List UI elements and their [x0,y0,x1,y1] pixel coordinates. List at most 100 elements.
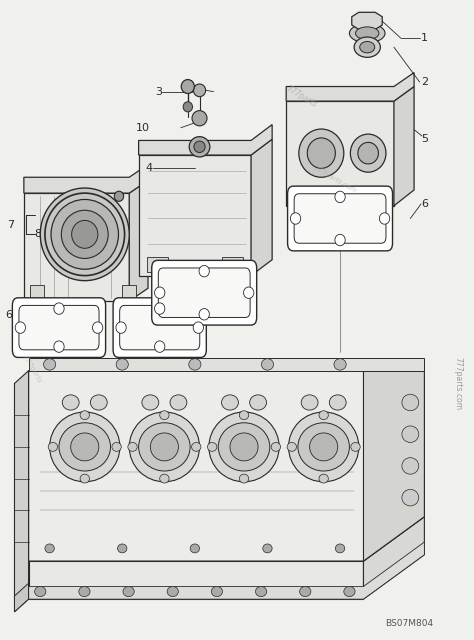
Polygon shape [251,139,272,276]
Polygon shape [364,516,424,599]
Ellipse shape [335,191,345,203]
Ellipse shape [287,442,297,451]
Text: 5: 5 [421,134,428,144]
Ellipse shape [129,412,200,482]
Ellipse shape [51,200,118,269]
Text: 1: 1 [421,33,428,44]
FancyBboxPatch shape [12,298,106,357]
Ellipse shape [155,303,165,314]
Polygon shape [28,561,364,599]
Ellipse shape [48,442,57,451]
Text: 777parts: 777parts [21,354,43,385]
Ellipse shape [50,412,120,482]
Ellipse shape [221,395,238,410]
Polygon shape [222,257,243,273]
Ellipse shape [183,102,192,112]
Ellipse shape [261,358,273,370]
Polygon shape [28,358,424,371]
Ellipse shape [160,411,169,420]
Ellipse shape [181,79,194,93]
Ellipse shape [360,42,375,53]
Text: 3: 3 [155,86,162,97]
Ellipse shape [291,212,301,224]
Ellipse shape [189,137,210,157]
Ellipse shape [54,303,64,314]
Polygon shape [30,285,44,298]
Ellipse shape [379,212,390,224]
Ellipse shape [335,234,345,246]
Ellipse shape [116,358,128,370]
Ellipse shape [402,458,419,474]
Text: 777parts: 777parts [284,84,318,109]
Polygon shape [394,86,414,206]
Ellipse shape [61,211,108,259]
Ellipse shape [44,358,56,370]
Ellipse shape [271,442,281,451]
Ellipse shape [128,442,137,451]
Polygon shape [28,542,424,599]
Ellipse shape [319,411,328,420]
FancyBboxPatch shape [119,305,200,350]
Ellipse shape [300,586,311,596]
Ellipse shape [142,395,159,410]
Polygon shape [138,125,272,155]
Text: 777parts.com: 777parts.com [454,357,463,410]
Ellipse shape [402,426,419,442]
Ellipse shape [250,395,266,410]
Polygon shape [24,164,148,193]
Ellipse shape [54,341,64,353]
Polygon shape [129,180,148,301]
Ellipse shape [150,433,178,461]
Ellipse shape [402,490,419,506]
Ellipse shape [402,394,419,411]
Ellipse shape [35,586,46,596]
Ellipse shape [329,395,346,410]
Polygon shape [364,371,424,561]
Text: 2: 2 [421,77,428,87]
Ellipse shape [40,188,129,281]
Ellipse shape [80,474,90,483]
Ellipse shape [167,586,178,596]
Ellipse shape [358,142,378,164]
Ellipse shape [118,544,127,553]
Ellipse shape [336,544,345,553]
Polygon shape [122,285,137,298]
Ellipse shape [190,544,200,553]
Ellipse shape [123,586,134,596]
Polygon shape [286,101,394,206]
Polygon shape [24,193,129,301]
Polygon shape [352,12,382,29]
FancyBboxPatch shape [288,186,392,251]
Ellipse shape [114,191,124,202]
Ellipse shape [59,423,110,471]
FancyBboxPatch shape [113,298,206,357]
Text: 9: 9 [61,204,68,214]
Ellipse shape [92,322,103,333]
Ellipse shape [45,544,55,553]
Ellipse shape [199,266,210,277]
Polygon shape [310,193,337,204]
Ellipse shape [194,141,205,152]
Ellipse shape [356,27,379,40]
Polygon shape [15,371,28,612]
Ellipse shape [71,433,99,461]
Ellipse shape [208,442,217,451]
Ellipse shape [15,322,26,333]
Ellipse shape [344,586,355,596]
Ellipse shape [192,111,207,126]
Ellipse shape [116,322,126,333]
Text: 10: 10 [136,123,150,132]
FancyBboxPatch shape [152,260,257,325]
Ellipse shape [209,412,279,482]
Ellipse shape [334,358,346,370]
Ellipse shape [301,395,318,410]
Ellipse shape [199,308,210,320]
Ellipse shape [298,423,349,471]
Ellipse shape [80,411,90,420]
Text: 777parts.com: 777parts.com [312,164,357,194]
Ellipse shape [191,442,201,451]
Ellipse shape [299,129,344,177]
Ellipse shape [170,395,187,410]
Text: 4: 4 [146,163,153,173]
Ellipse shape [155,341,165,353]
